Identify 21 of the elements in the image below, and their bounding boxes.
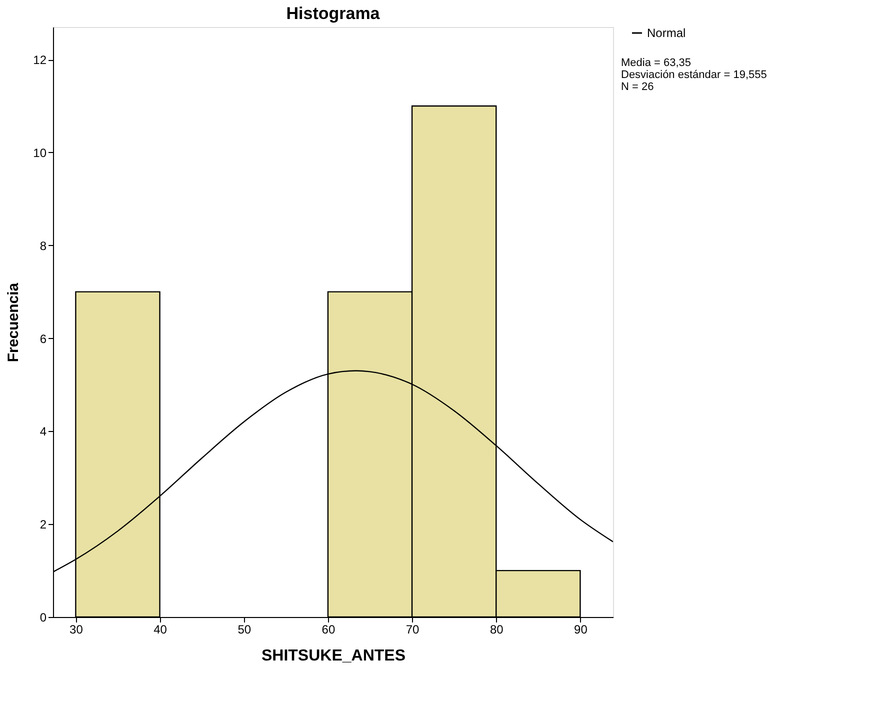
chart-title: Histograma xyxy=(286,4,380,23)
x-tick-label: 60 xyxy=(322,622,336,636)
text: Desviación estándar = 19,555 xyxy=(621,69,767,81)
text: N = 26 xyxy=(621,81,654,93)
legend-label: Normal xyxy=(647,26,686,40)
text: Media = 63,35 xyxy=(621,57,692,69)
y-tick-label: 8 xyxy=(40,238,47,253)
y-tick-label: 10 xyxy=(33,146,47,160)
x-tick-label: 90 xyxy=(574,622,588,636)
x-tick-label: 70 xyxy=(406,622,420,636)
y-tick-label: 2 xyxy=(40,518,47,532)
x-tick-label: 30 xyxy=(70,622,84,636)
y-tick-label: 6 xyxy=(40,332,47,346)
x-tick-label: 50 xyxy=(238,622,252,636)
y-tick-label: 4 xyxy=(40,424,47,439)
y-tick-label: 12 xyxy=(33,53,47,68)
x-axis-title: SHITSUKE_ANTES xyxy=(261,648,406,664)
x-tick-label: 40 xyxy=(154,622,168,636)
x-tick-label: 80 xyxy=(490,622,504,636)
y-tick-label: 0 xyxy=(40,610,47,624)
y-axis-title: Frecuencia xyxy=(5,282,22,362)
